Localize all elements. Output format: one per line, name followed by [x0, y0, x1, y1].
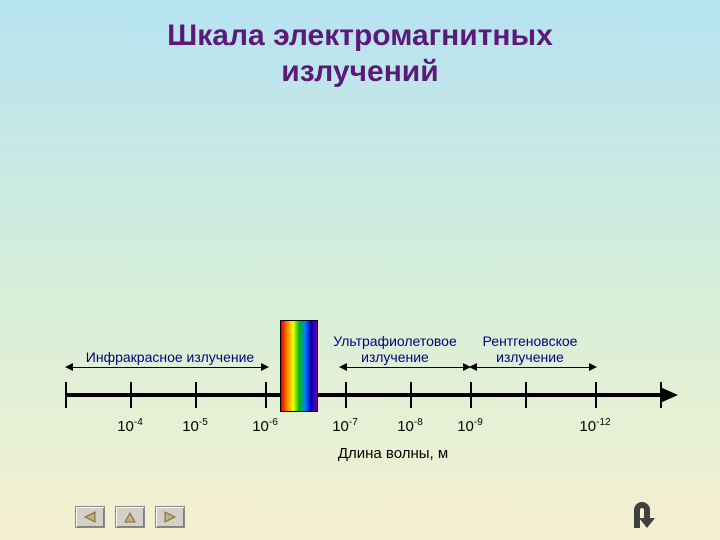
tick-label: 10-5: [182, 417, 208, 435]
tick-label: 10-6: [252, 417, 278, 435]
slide: Шкала электромагнитных излучений Инфракр…: [0, 0, 720, 540]
tick-label: 10-8: [397, 417, 423, 435]
axis-line: [65, 393, 660, 397]
tick-label: 10-4: [117, 417, 143, 435]
axis-tick: [130, 382, 132, 408]
axis-tick: [265, 382, 267, 408]
axis-tick: [660, 382, 662, 408]
page-title: Шкала электромагнитных излучений: [0, 18, 720, 90]
axis-tick: [410, 382, 412, 408]
home-button[interactable]: [115, 506, 145, 528]
title-line-1: Шкала электромагнитных: [167, 19, 553, 52]
axis-caption: Длина волны, м: [338, 445, 448, 462]
arrow-infrared: [73, 367, 261, 368]
arrow-ultraviolet: [347, 367, 463, 368]
axis-tick: [470, 382, 472, 408]
label-xray: Рентгеновское излучение: [483, 333, 578, 365]
triangle-up-icon: [123, 511, 137, 523]
label-infrared: Инфракрасное излучение: [86, 349, 254, 365]
triangle-right-icon: [163, 511, 177, 523]
prev-button[interactable]: [75, 506, 105, 528]
axis-tick: [195, 382, 197, 408]
visible-spectrum: [280, 320, 318, 412]
axis-tick: [65, 382, 67, 408]
axis-tick: [345, 382, 347, 408]
next-button[interactable]: [155, 506, 185, 528]
em-axis: Инфракрасное излучение Ультрафиолетовое …: [65, 395, 665, 396]
tick-label: 10-12: [579, 417, 610, 435]
axis-tick: [595, 382, 597, 408]
axis-arrowhead: [660, 387, 678, 403]
arrow-xray: [477, 367, 589, 368]
title-line-2: излучений: [281, 55, 438, 88]
label-ultraviolet: Ультрафиолетовое излучение: [333, 333, 457, 365]
axis-tick: [525, 382, 527, 408]
u-turn-icon: [626, 500, 660, 530]
tick-label: 10-9: [457, 417, 483, 435]
triangle-left-icon: [83, 511, 97, 523]
return-button[interactable]: [626, 500, 660, 530]
tick-label: 10-7: [332, 417, 358, 435]
